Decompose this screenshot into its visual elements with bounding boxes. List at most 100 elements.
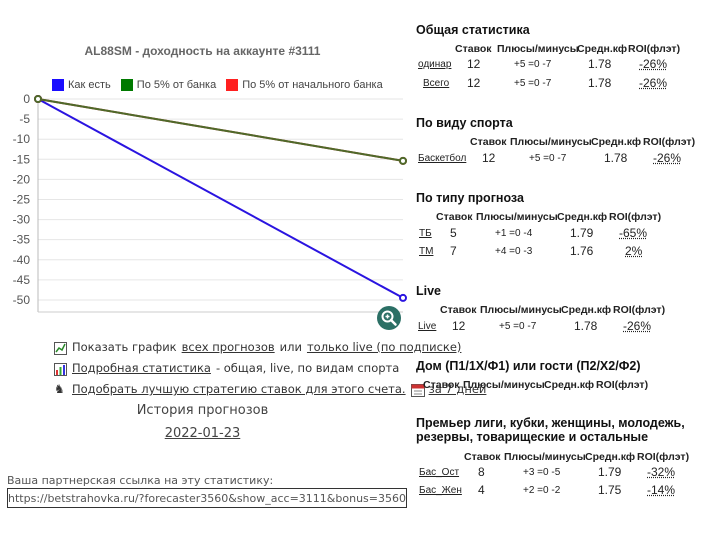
y-tick-label: -45: [13, 273, 31, 287]
avg-coef-value: 1.79: [570, 226, 593, 240]
avg-coef-value: 1.78: [588, 76, 611, 90]
y-tick-label: -15: [13, 152, 31, 166]
bets-value: 12: [482, 151, 495, 165]
row-label-link[interactable]: Бас_Ост: [419, 467, 459, 478]
show-chart-text: Показать график: [72, 337, 177, 358]
plus-minus-value: +3 =0 -5: [523, 467, 560, 478]
roi-value: 2%: [625, 244, 642, 258]
history-title: История прогнозов: [0, 403, 405, 418]
header-avg-coef: Средн.кф: [561, 304, 611, 316]
avg-coef-value: 1.79: [598, 465, 621, 479]
detailed-stats-link[interactable]: Подробная статистика: [72, 358, 211, 379]
y-tick-label: -10: [13, 132, 31, 146]
avg-coef-value: 1.76: [570, 244, 593, 258]
header-plus-minus: Плюсы/минусы: [463, 379, 545, 391]
avg-coef-value: 1.78: [574, 319, 597, 333]
header-avg-coef: Средн.кф: [585, 451, 635, 463]
header-plus-minus: Плюсы/минусы: [480, 304, 562, 316]
plus-minus-value: +5 =0 -7: [499, 321, 536, 332]
plus-minus-value: +1 =0 -4: [495, 228, 532, 239]
header-bets: Ставок: [470, 136, 507, 148]
y-tick-label: -25: [13, 192, 31, 206]
league-title-line1: Премьер лиги, кубки, женщины, молодежь,: [416, 416, 685, 430]
row-label-link[interactable]: Баскетбол: [418, 153, 466, 164]
header-plus-minus: Плюсы/минусы: [504, 451, 586, 463]
general-stats-title: Общая статистика: [416, 23, 530, 37]
bets-value: 7: [450, 244, 457, 258]
header-roi: ROI(флэт): [596, 379, 648, 391]
plus-minus-value: +5 =0 -7: [514, 78, 551, 89]
live-stats-title: Live: [416, 284, 441, 298]
header-bets: Ставок: [423, 379, 460, 391]
y-tick-label: -20: [13, 172, 31, 186]
data-point: [400, 295, 406, 301]
bets-value: 8: [478, 465, 485, 479]
plus-minus-value: +2 =0 -2: [523, 485, 560, 496]
all-forecasts-link[interactable]: всех прогнозов: [182, 337, 275, 358]
y-tick-label: -5: [19, 112, 30, 126]
calendar-icon: [411, 383, 424, 396]
header-roi: ROI(флэт): [643, 136, 695, 148]
row-label-link[interactable]: Бас_Жен: [419, 485, 462, 496]
row-label-link[interactable]: одинар: [418, 59, 451, 70]
header-bets: Ставок: [440, 304, 477, 316]
forecast-type-title: По типу прогноза: [416, 191, 524, 205]
history-date-link[interactable]: 2022-01-23: [0, 426, 405, 441]
profit-line-chart: 0 -5 -10 -15 -20 -25 -30 -35 -40 -45 -50: [0, 88, 410, 318]
zoom-button[interactable]: [377, 306, 401, 330]
header-plus-minus: Плюсы/минусы: [476, 211, 558, 223]
row-label-link[interactable]: ТБ: [419, 228, 432, 239]
chess-knight-icon: ♞: [54, 383, 67, 396]
header-plus-minus: Плюсы/минусы: [510, 136, 592, 148]
sport-stats-title: По виду спорта: [416, 116, 513, 130]
partner-link-label: Ваша партнерская ссылка на эту статистик…: [7, 474, 273, 487]
series-line: [38, 99, 403, 298]
header-bets: Ставок: [455, 43, 492, 55]
avg-coef-value: 1.78: [588, 57, 611, 71]
data-point: [400, 158, 406, 164]
partner-link-field[interactable]: [7, 488, 407, 508]
bets-value: 5: [450, 226, 457, 240]
header-avg-coef: Средн.кф: [591, 136, 641, 148]
live-only-link[interactable]: только live (по подписке): [307, 337, 461, 358]
header-roi: ROI(флэт): [613, 304, 665, 316]
header-roi: ROI(флэт): [637, 451, 689, 463]
plus-minus-value: +5 =0 -7: [514, 59, 551, 70]
league-title-line2: резервы, товарищеские и остальные: [416, 430, 648, 444]
chart-title: AL88SM - доходность на аккаунте #3111: [0, 44, 405, 58]
header-avg-coef: Средн.кф: [577, 43, 627, 55]
bets-value: 4: [478, 483, 485, 497]
roi-value: -26%: [639, 57, 667, 71]
bar-chart-icon: [54, 362, 67, 375]
header-avg-coef: Средн.кф: [544, 379, 594, 391]
avg-coef-value: 1.75: [598, 483, 621, 497]
bets-value: 12: [452, 319, 465, 333]
roi-value: -32%: [647, 465, 675, 479]
y-tick-label: 0: [23, 92, 30, 106]
row-label-link[interactable]: ТМ: [419, 246, 433, 257]
avg-coef-value: 1.78: [604, 151, 627, 165]
header-bets: Ставок: [464, 451, 501, 463]
data-point: [35, 96, 41, 102]
roi-value: -26%: [623, 319, 651, 333]
home-away-title: Дом (П1/1Х/Ф1) или гости (П2/Х2/Ф2): [416, 359, 640, 373]
header-plus-minus: Плюсы/минусы: [497, 43, 579, 55]
y-tick-label: -50: [13, 293, 31, 307]
magnifier-icon: [377, 306, 401, 330]
header-roi: ROI(флэт): [628, 43, 680, 55]
detailed-stats-desc: - общая, live, по видам спорта: [216, 358, 399, 379]
roi-value: -14%: [647, 483, 675, 497]
header-avg-coef: Средн.кф: [557, 211, 607, 223]
y-tick-label: -30: [13, 213, 31, 227]
pick-strategy-link[interactable]: Подобрать лучшую стратегию ставок для эт…: [72, 379, 406, 400]
y-tick-label: -40: [13, 253, 31, 267]
y-tick-label: -35: [13, 233, 31, 247]
bets-value: 12: [467, 57, 480, 71]
row-label-link[interactable]: Всего: [423, 78, 449, 89]
plus-minus-value: +4 =0 -3: [495, 246, 532, 257]
roi-value: -26%: [653, 151, 681, 165]
row-label-link[interactable]: Live: [418, 321, 436, 332]
plus-minus-value: +5 =0 -7: [529, 153, 566, 164]
header-roi: ROI(флэт): [609, 211, 661, 223]
strategy-row: ♞ Подобрать лучшую стратегию ставок для …: [54, 379, 486, 400]
